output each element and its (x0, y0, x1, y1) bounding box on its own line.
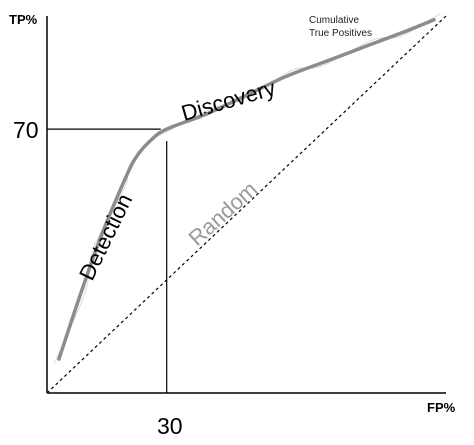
data-point (97, 240, 101, 244)
data-point (364, 44, 368, 48)
x-axis-title: FP% (427, 400, 456, 415)
discovery-label: Discovery (178, 75, 278, 126)
data-point (133, 157, 137, 161)
detection-label: Detection (74, 190, 137, 285)
data-point (149, 138, 153, 142)
y-tick-label: 70 (13, 117, 39, 143)
axes (46, 16, 446, 394)
cumulative-label-line2: True Positives (309, 28, 372, 39)
random-label: Random (184, 176, 263, 250)
data-point (432, 18, 436, 22)
data-point (404, 29, 408, 33)
y-axis-title: TP% (9, 12, 38, 27)
data-point (324, 59, 328, 63)
data-point (245, 93, 248, 97)
data-points (57, 18, 436, 361)
data-point (284, 74, 288, 78)
series-line-cumulative-true-positives (57, 18, 436, 361)
data-point (205, 112, 209, 116)
data-point (77, 297, 81, 301)
cumulative-label-line1: Cumulative (309, 15, 359, 26)
data-point (117, 191, 121, 195)
series-line-random (46, 15, 447, 394)
data-point (57, 357, 61, 361)
x-tick-label: 30 (157, 413, 183, 439)
data-point (165, 127, 169, 131)
